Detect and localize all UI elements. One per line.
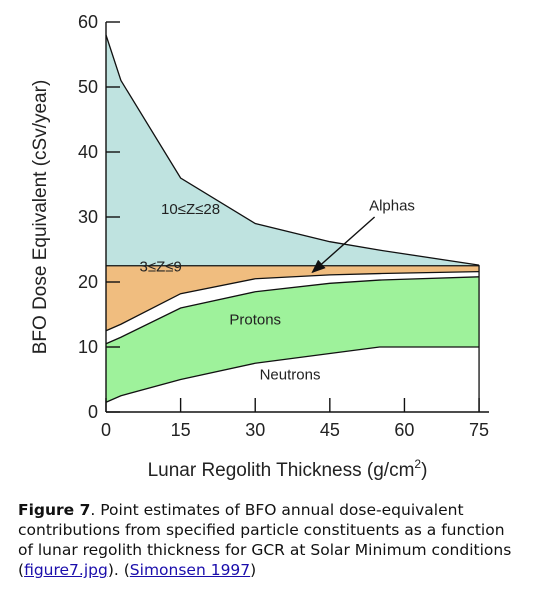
boundary-protons bbox=[105, 276, 480, 345]
boundary-neutrons bbox=[105, 346, 480, 403]
annotation-arrow bbox=[311, 216, 376, 274]
area-10-z-28 bbox=[106, 35, 480, 266]
y-tick-label-0: 0 bbox=[88, 402, 98, 422]
x-tick-label-75: 75 bbox=[469, 420, 489, 440]
area-protons bbox=[106, 276, 480, 403]
x-tick-label-60: 60 bbox=[394, 420, 414, 440]
axes: 0 10 20 30 40 50 60 0 15 30 45 60 75 bbox=[78, 12, 489, 440]
x-tick-label-0: 0 bbox=[101, 420, 111, 440]
figure-caption: Figure 7. Point estimates of BFO annual … bbox=[18, 500, 523, 580]
area-3-z-9 bbox=[106, 265, 480, 331]
x-tick-label-45: 45 bbox=[320, 420, 340, 440]
y-tick-label-50: 50 bbox=[78, 77, 98, 97]
region-labels: Neutrons Protons 3≤Z≤9 10≤Z≤28 Alphas bbox=[140, 198, 415, 384]
boundary-alphas bbox=[105, 270, 480, 332]
area-layers bbox=[106, 35, 480, 412]
y-tick-label-40: 40 bbox=[78, 142, 98, 162]
series-label-10-28: 10≤Z≤28 bbox=[161, 201, 220, 218]
dose-area-chart: 0 10 20 30 40 50 60 0 15 30 45 60 75 Neutrons Proton… bbox=[30, 12, 489, 481]
reference-link[interactable]: Simonsen 1997 bbox=[129, 561, 251, 579]
series-label-neutrons: Neutrons bbox=[260, 367, 321, 384]
caption-separator: ). ( bbox=[107, 561, 130, 579]
figure-image-link[interactable]: figure7.jpg bbox=[24, 561, 108, 579]
y-tick-label-10: 10 bbox=[78, 337, 98, 357]
boundary-10-z-28 bbox=[105, 34, 480, 266]
figure-label: Figure 7 bbox=[18, 501, 91, 519]
annotation-alphas: Alphas bbox=[369, 198, 415, 215]
y-axis-title: BFO Dose Equivalent (cSv/year) bbox=[30, 80, 51, 355]
caption-text: . Point estimates of BFO annual dose-equ… bbox=[18, 501, 512, 579]
area-neutrons bbox=[106, 347, 480, 412]
x-tick-label-15: 15 bbox=[171, 420, 191, 440]
caption-end: ) bbox=[250, 561, 257, 579]
series-label-protons: Protons bbox=[229, 311, 281, 328]
y-tick-label-60: 60 bbox=[78, 12, 98, 32]
x-axis-title: Lunar Regolith Thickness (g/cm2) bbox=[148, 457, 428, 481]
series-label-3-9: 3≤Z≤9 bbox=[140, 259, 182, 276]
y-tick-label-30: 30 bbox=[78, 207, 98, 227]
y-tick-label-20: 20 bbox=[78, 272, 98, 292]
x-tick-label-30: 30 bbox=[245, 420, 265, 440]
area-boundaries bbox=[105, 34, 480, 412]
